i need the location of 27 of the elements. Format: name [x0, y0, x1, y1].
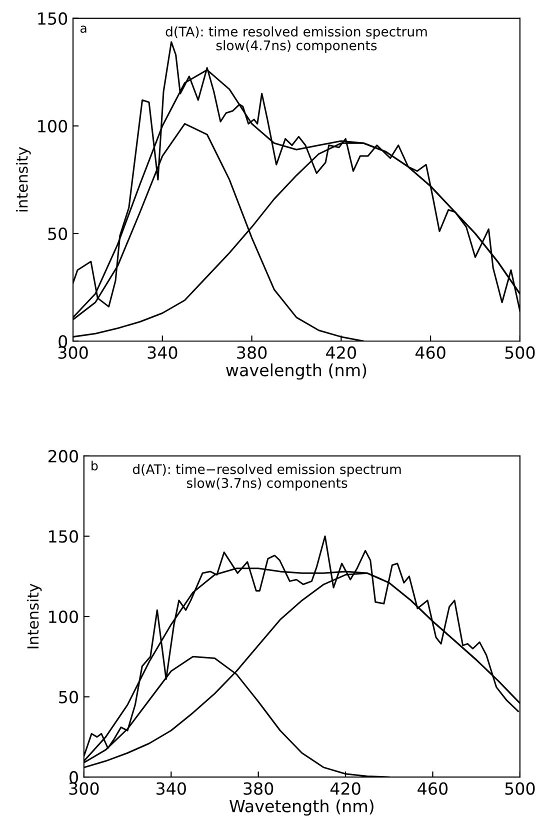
- y-tick-label: 100: [38, 120, 68, 132]
- text: d(TA): time resolved emission spectrum slow(4.7ns) components: [166, 26, 427, 53]
- text: d(AT): time−resolved emission spectrum slow(3.7ns) components: [132, 464, 401, 491]
- x-tick-label: 420: [330, 782, 360, 795]
- x-axis-title: wavelength (nm): [226, 364, 366, 380]
- x-tick-label: 380: [237, 346, 267, 359]
- x-tick-label: 380: [244, 782, 274, 795]
- x-tick-label: 420: [326, 346, 356, 359]
- x-tick-label: 460: [415, 346, 446, 359]
- y-axis-title: Intensity: [26, 584, 42, 648]
- y-tick-label: 50: [48, 227, 68, 240]
- x-tick-label: 460: [418, 782, 448, 795]
- y-tick-label: 200: [48, 450, 78, 463]
- x-tick-label: 300: [58, 346, 88, 359]
- x-tick-label: 500: [505, 782, 535, 795]
- annotation: a: [80, 26, 86, 33]
- x-tick-label: 300: [69, 782, 99, 795]
- y-tick-label: 50: [59, 690, 78, 704]
- y-tick-label: 150: [49, 530, 78, 543]
- x-tick-label: 340: [156, 782, 186, 795]
- x-tick-label: 500: [505, 346, 535, 359]
- x-tick-label: 340: [148, 346, 178, 359]
- annotation: b: [92, 460, 98, 470]
- y-tick-label: 150: [38, 12, 68, 25]
- y-tick-label: 100: [49, 610, 78, 624]
- y-axis-title: intensity: [16, 147, 31, 212]
- x-axis-title: Wavetength (nm): [230, 799, 374, 816]
